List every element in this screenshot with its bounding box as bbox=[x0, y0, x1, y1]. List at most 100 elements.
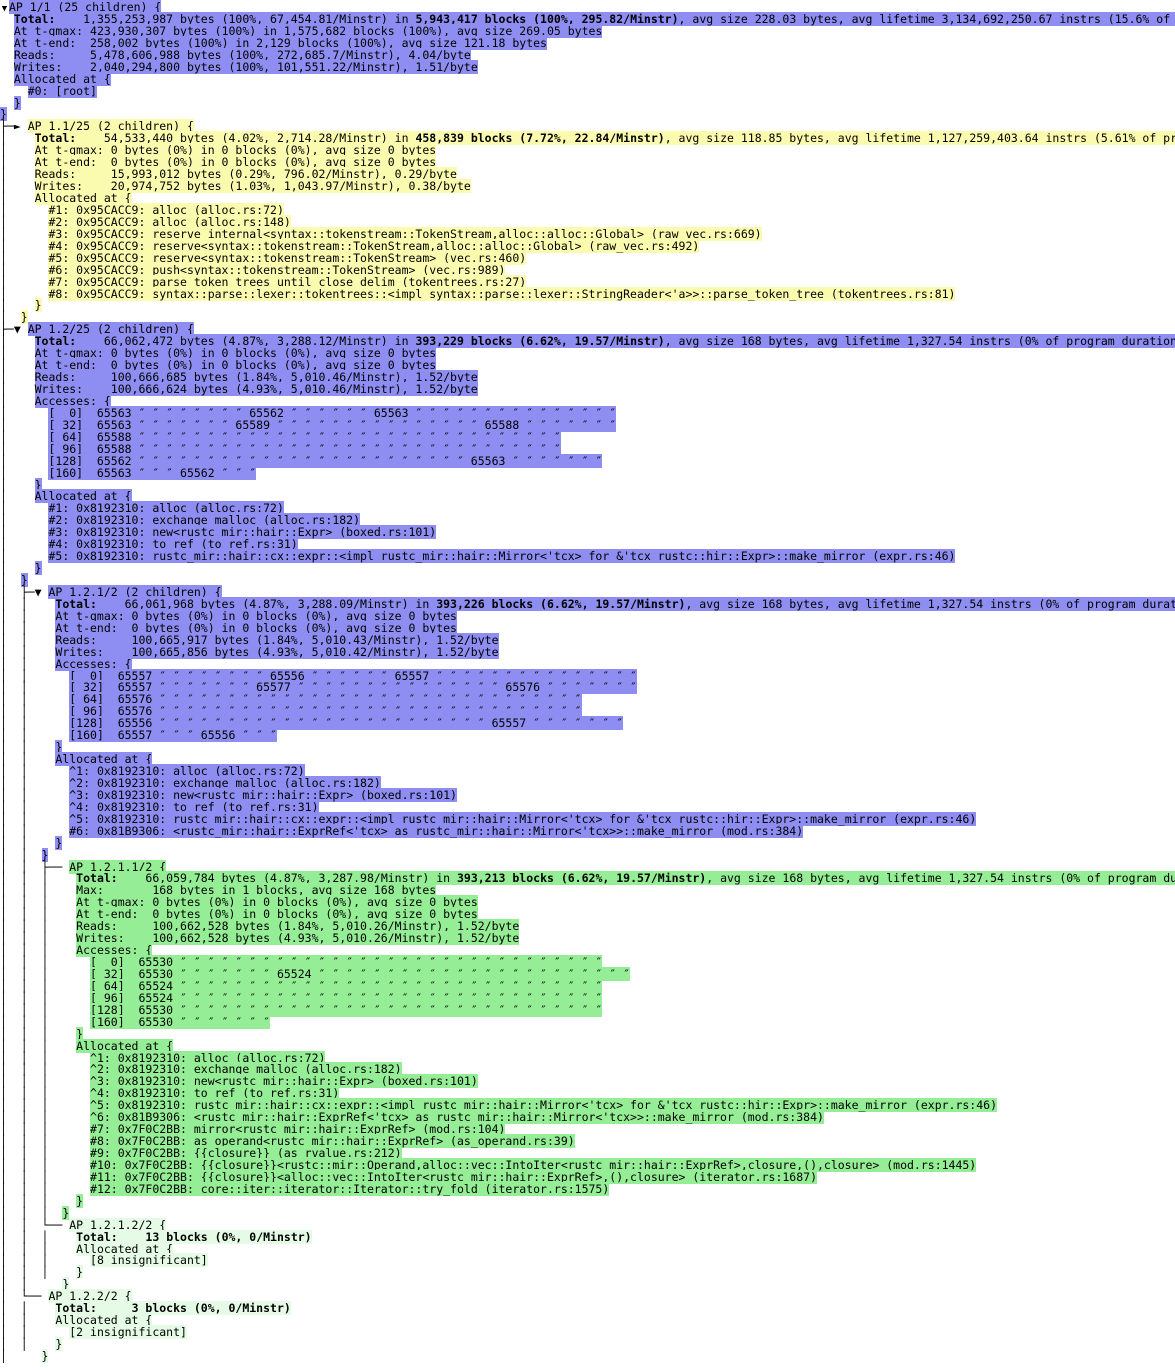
node-detail-line: │ At t-gmax: 0 bytes (0%) in 0 blocks (0… bbox=[0, 346, 1175, 361]
node-header-row: │ └── AP 1.2.2/2 { bbox=[0, 1289, 1175, 1304]
tree-gutter: │ │ │ bbox=[0, 1253, 91, 1268]
node-detail-text: } bbox=[34, 298, 42, 313]
node-detail-text: Total: 66,059,784 bytes (4.87%, 3,287.98… bbox=[76, 871, 1175, 886]
tree-gutter: │ │ bbox=[0, 764, 70, 778]
node-detail-line: │ #1: 0x95CACC9: alloc (alloc.rs:72) bbox=[0, 202, 1175, 217]
node-detail-text: At t-gmax: 0 bytes (0%) in 0 blocks (0%)… bbox=[55, 608, 457, 623]
node-title[interactable]: AP 1.2.1.2/2 { bbox=[69, 1217, 167, 1232]
node-detail-line: │ │ } bbox=[0, 740, 1175, 755]
tree-gutter: │ │ │ bbox=[0, 883, 77, 898]
node-detail-line: │ │ │ Reads: 100,662,528 bytes (1.84%, 5… bbox=[0, 919, 1175, 934]
node-detail-line: │ │ │ Accesses: { bbox=[0, 943, 1175, 958]
node-detail-line: │ Writes: 100,666,624 bytes (4.93%, 5,01… bbox=[0, 382, 1175, 396]
node-detail-line: │ │ │ [8 insignificant] bbox=[0, 1253, 1175, 1268]
node-detail-text: #6: 0x95CACC9: push<syntax::tokenstream:… bbox=[48, 262, 506, 277]
tree-gutter: │ │ bbox=[0, 632, 56, 647]
node-detail-line: │ #8: 0x95CACC9: syntax::parse::lexer::t… bbox=[0, 286, 1175, 301]
node-detail-text: Allocated at { bbox=[13, 71, 111, 86]
tree-gutter: │ │ │ bbox=[0, 1241, 77, 1256]
node-close-brace: } bbox=[0, 107, 1175, 122]
tree-gutter: │ bbox=[0, 214, 49, 229]
node-detail-text: ^2: 0x8192310: exchange_malloc (alloc.rs… bbox=[90, 1062, 402, 1077]
node-detail-line: │ │ Allocated at { bbox=[0, 1313, 1175, 1328]
node-detail-text: Total: 1,355,253,987 bytes (100%, 67,454… bbox=[13, 11, 1175, 26]
node-detail-line: │ │ ^1: 0x8192310: alloc (alloc.rs:72) bbox=[0, 764, 1175, 778]
node-title[interactable]: AP 1.2.1/2 (2 children) { bbox=[48, 584, 222, 599]
tree-gutter: │ bbox=[0, 179, 35, 194]
node-detail-line: │ │ ^2: 0x8192310: exchange_malloc (allo… bbox=[0, 775, 1175, 790]
node-detail-line: │ At t-end: 0 bytes (0%) in 0 blocks (0%… bbox=[0, 155, 1175, 170]
tree-gutter: │ │ bbox=[0, 716, 70, 731]
node-close-brace: │ │ │ } bbox=[0, 1205, 1175, 1220]
tree-gutter: │ bbox=[0, 453, 49, 468]
node-detail-line: │ │ │ At t-gmax: 0 bytes (0%) in 0 block… bbox=[0, 895, 1175, 910]
node-detail-text: ^1: 0x8192310: alloc (alloc.rs:72) bbox=[69, 764, 305, 778]
tree-gutter: │ │ │ bbox=[0, 1157, 91, 1172]
node-detail-text: At t-gmax: 0 bytes (0%) in 0 blocks (0%)… bbox=[76, 895, 478, 910]
tree-connector[interactable]: │ ├─▼ bbox=[0, 584, 49, 599]
node-detail-line: At t-end: 258,002 bytes (100%) in 2,129 … bbox=[0, 35, 1175, 50]
node-detail-text: At t-end: 258,002 bytes (100%) in 2,129 … bbox=[13, 35, 547, 50]
node-detail-line: │ │ │ #9: 0x7F0C2BB: {{closure}} (as_rva… bbox=[0, 1146, 1175, 1160]
node-detail-line: At t-gmax: 423,930,307 bytes (100%) in 1… bbox=[0, 23, 1175, 38]
node-detail-line: │ [ 32] 65563 ″ ″ ″ ″ ″ ″ ″ 65589 ″ ″ ″ … bbox=[0, 417, 1175, 432]
node-detail-text: } bbox=[34, 477, 42, 492]
tree-connector[interactable]: │ │ └── bbox=[0, 1217, 70, 1232]
node-close-brace: │ } bbox=[0, 1348, 1175, 1363]
tree-connector[interactable]: ├─▼ bbox=[0, 322, 28, 337]
node-title[interactable]: AP 1.1/25 (2 children) { bbox=[27, 119, 194, 134]
tree-gutter: │ │ bbox=[0, 644, 56, 659]
node-detail-line: │ │ │ } bbox=[0, 1026, 1175, 1041]
node-detail-line: │ } bbox=[0, 561, 1175, 576]
node-close-brace: │ │ } bbox=[0, 847, 1175, 862]
tree-gutter: │ │ bbox=[0, 656, 56, 671]
tree-gutter: │ │ │ bbox=[0, 1026, 77, 1041]
node-title[interactable]: AP 1.2.2/2 { bbox=[48, 1289, 132, 1304]
tree-gutter: │ │ │ bbox=[0, 1265, 77, 1280]
tree-gutter: │ bbox=[0, 465, 49, 480]
tree-gutter: │ │ bbox=[0, 1337, 56, 1351]
tree-gutter: │ │ bbox=[0, 835, 56, 850]
tree-gutter: │ │ │ bbox=[0, 1181, 91, 1196]
node-title[interactable]: AP 1.2.1.1/2 { bbox=[69, 859, 167, 874]
node-detail-text: Allocated at { bbox=[34, 191, 132, 205]
node-detail-line: │ │ │ [160] 65530 ″ ″ ″ ″ ″ ″ ″ bbox=[0, 1014, 1175, 1029]
node-detail-text: } bbox=[13, 95, 21, 110]
node-detail-line: │ #5: 0x8192310: rustc_mir::hair::cx::ex… bbox=[0, 549, 1175, 564]
node-detail-line: │ │ ^5: 0x8192310: rustc_mir::hair::cx::… bbox=[0, 811, 1175, 826]
node-detail-text: } bbox=[55, 1337, 63, 1351]
node-close-brace: │ } bbox=[0, 310, 1175, 325]
node-close-brace: │ } bbox=[0, 573, 1175, 587]
node-header-row: ├─► AP 1.1/25 (2 children) { bbox=[0, 119, 1175, 134]
tree-gutter: │ bbox=[0, 262, 49, 277]
node-detail-line: │ │ At t-end: 0 bytes (0%) in 0 blocks (… bbox=[0, 620, 1175, 635]
tree-connector[interactable]: │ └── bbox=[0, 1289, 49, 1304]
tree-connector[interactable]: ├─► bbox=[0, 119, 28, 134]
node-detail-line: │ │ │ ^2: 0x8192310: exchange_malloc (al… bbox=[0, 1062, 1175, 1077]
tree-connector[interactable]: │ │ ├── bbox=[0, 859, 70, 874]
node-title[interactable]: AP 1.2/25 (2 children) { bbox=[27, 322, 194, 337]
node-close-text: } bbox=[0, 107, 7, 122]
node-detail-text: [128] 65562 ″ ″ ″ ″ ″ ″ ″ ″ ″ ″ ″ ″ ″ ″ … bbox=[48, 453, 603, 468]
stat-label: Total: bbox=[34, 131, 77, 146]
node-close-text: } bbox=[20, 310, 28, 325]
node-detail-text: #8: 0x7F0C2BB: as_operand<rustc_mir::hai… bbox=[90, 1134, 575, 1149]
node-detail-text: #9: 0x7F0C2BB: {{closure}} (as_rvalue.rs… bbox=[90, 1146, 402, 1160]
tree-gutter: │ │ │ bbox=[0, 1110, 91, 1125]
tree-gutter: │ bbox=[0, 1348, 42, 1363]
tree-gutter: │ bbox=[0, 537, 49, 552]
node-detail-line: │ Allocated at { bbox=[0, 489, 1175, 504]
tree-gutter: │ │ bbox=[0, 1301, 56, 1316]
node-detail-text: Accesses: { bbox=[34, 393, 111, 408]
node-detail-line: │ } bbox=[0, 477, 1175, 492]
toggle-collapse-icon[interactable]: ▼ bbox=[1, 4, 8, 14]
node-detail-text: } bbox=[76, 1026, 84, 1041]
tree-gutter: │ │ bbox=[0, 704, 70, 719]
tree-gutter: │ │ │ bbox=[0, 907, 77, 922]
node-detail-line: │ │ } bbox=[0, 835, 1175, 850]
tree-gutter: │ bbox=[0, 441, 49, 456]
node-title[interactable]: AP 1/1 (25 children) { bbox=[9, 0, 162, 14]
node-detail-line: │ │ │ ^1: 0x8192310: alloc (alloc.rs:72) bbox=[0, 1050, 1175, 1065]
